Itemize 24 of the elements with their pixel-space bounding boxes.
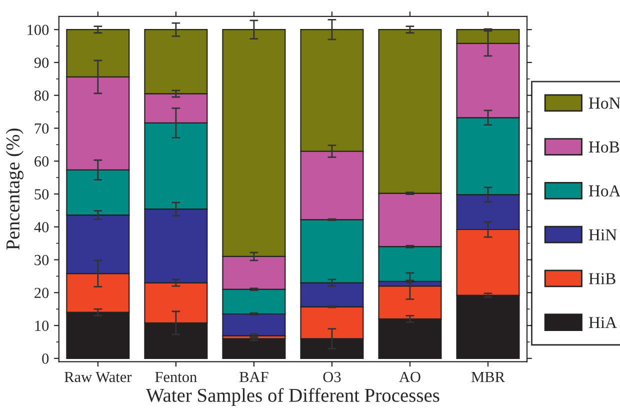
y-tick-label: 50 (34, 189, 49, 200)
y-tick-label: 70 (34, 123, 49, 134)
x-tick-label: AO (399, 372, 420, 382)
y-tick-label: 80 (34, 90, 49, 101)
y-tick-label: 0 (42, 354, 49, 364)
y-axis-title: Pencentage (%) (6, 128, 24, 250)
x-tick-label: BAF (240, 372, 268, 382)
legend-label: HiN (588, 229, 617, 240)
x-tick-label: Raw Water (64, 372, 132, 382)
y-tick-label: 90 (34, 58, 49, 68)
y-tick-label: 40 (34, 222, 49, 232)
y-tick-label: 60 (34, 156, 49, 167)
y-tick-label: 10 (35, 320, 49, 331)
x-tick-label: O3 (323, 372, 341, 382)
legend-label: HiA (588, 316, 617, 328)
y-tick-label: 30 (34, 254, 49, 266)
legend-label: HiB (588, 273, 616, 284)
legend-label: HoN (588, 98, 620, 109)
x-tick-label: MBR (471, 372, 505, 382)
x-tick-label: Fenton (155, 372, 197, 382)
y-tick-label: 100 (28, 24, 49, 36)
x-axis-title: Water Samples of Different Processes (146, 388, 440, 406)
legend-label: HoB (588, 142, 620, 153)
y-tick-label: 20 (34, 288, 49, 298)
